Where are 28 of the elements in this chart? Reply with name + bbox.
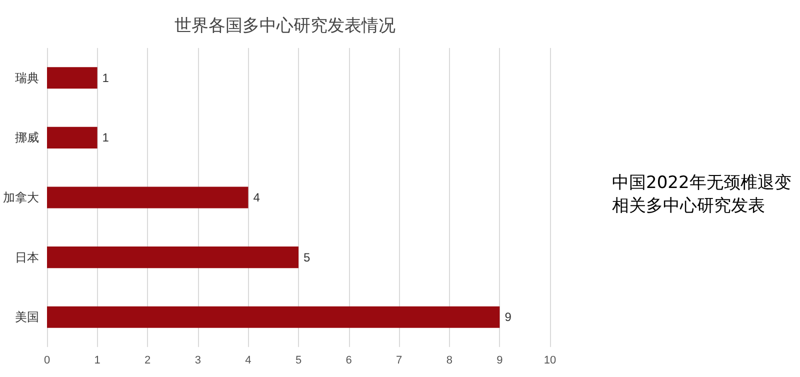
x-tick-label: 5	[295, 354, 302, 366]
data-label: 5	[304, 250, 310, 264]
x-tick-label: 8	[446, 354, 452, 366]
bar	[47, 126, 98, 148]
bar	[47, 67, 98, 89]
data-label: 1	[102, 130, 110, 145]
data-label: 1	[102, 70, 110, 85]
y-tick-label: 加拿大	[3, 190, 39, 204]
x-tick-label: 7	[396, 354, 402, 366]
chart-title: 世界各国多中心研究发表情况	[174, 16, 396, 35]
x-tick-label: 0	[44, 354, 50, 366]
x-tick-label: 10	[544, 354, 556, 366]
bar	[47, 306, 500, 328]
y-tick-label: 瑞典	[15, 70, 39, 85]
bar	[47, 186, 248, 208]
bar	[47, 246, 298, 268]
x-tick-label: 3	[194, 354, 201, 366]
x-tick-label: 9	[496, 354, 503, 366]
y-tick-label: 挪威	[15, 130, 39, 145]
x-tick-label: 6	[346, 354, 352, 366]
data-label: 9	[504, 310, 512, 324]
y-tick-label: 日本	[15, 250, 39, 264]
data-label: 4	[253, 190, 260, 204]
text: 中国2022年无颈椎退变相关多中心研究发表	[612, 172, 792, 218]
y-tick-label: 美国	[15, 310, 39, 324]
x-tick-label: 4	[245, 354, 252, 366]
x-tick-label: 1	[94, 354, 100, 366]
x-tick-label: 2	[144, 354, 151, 366]
